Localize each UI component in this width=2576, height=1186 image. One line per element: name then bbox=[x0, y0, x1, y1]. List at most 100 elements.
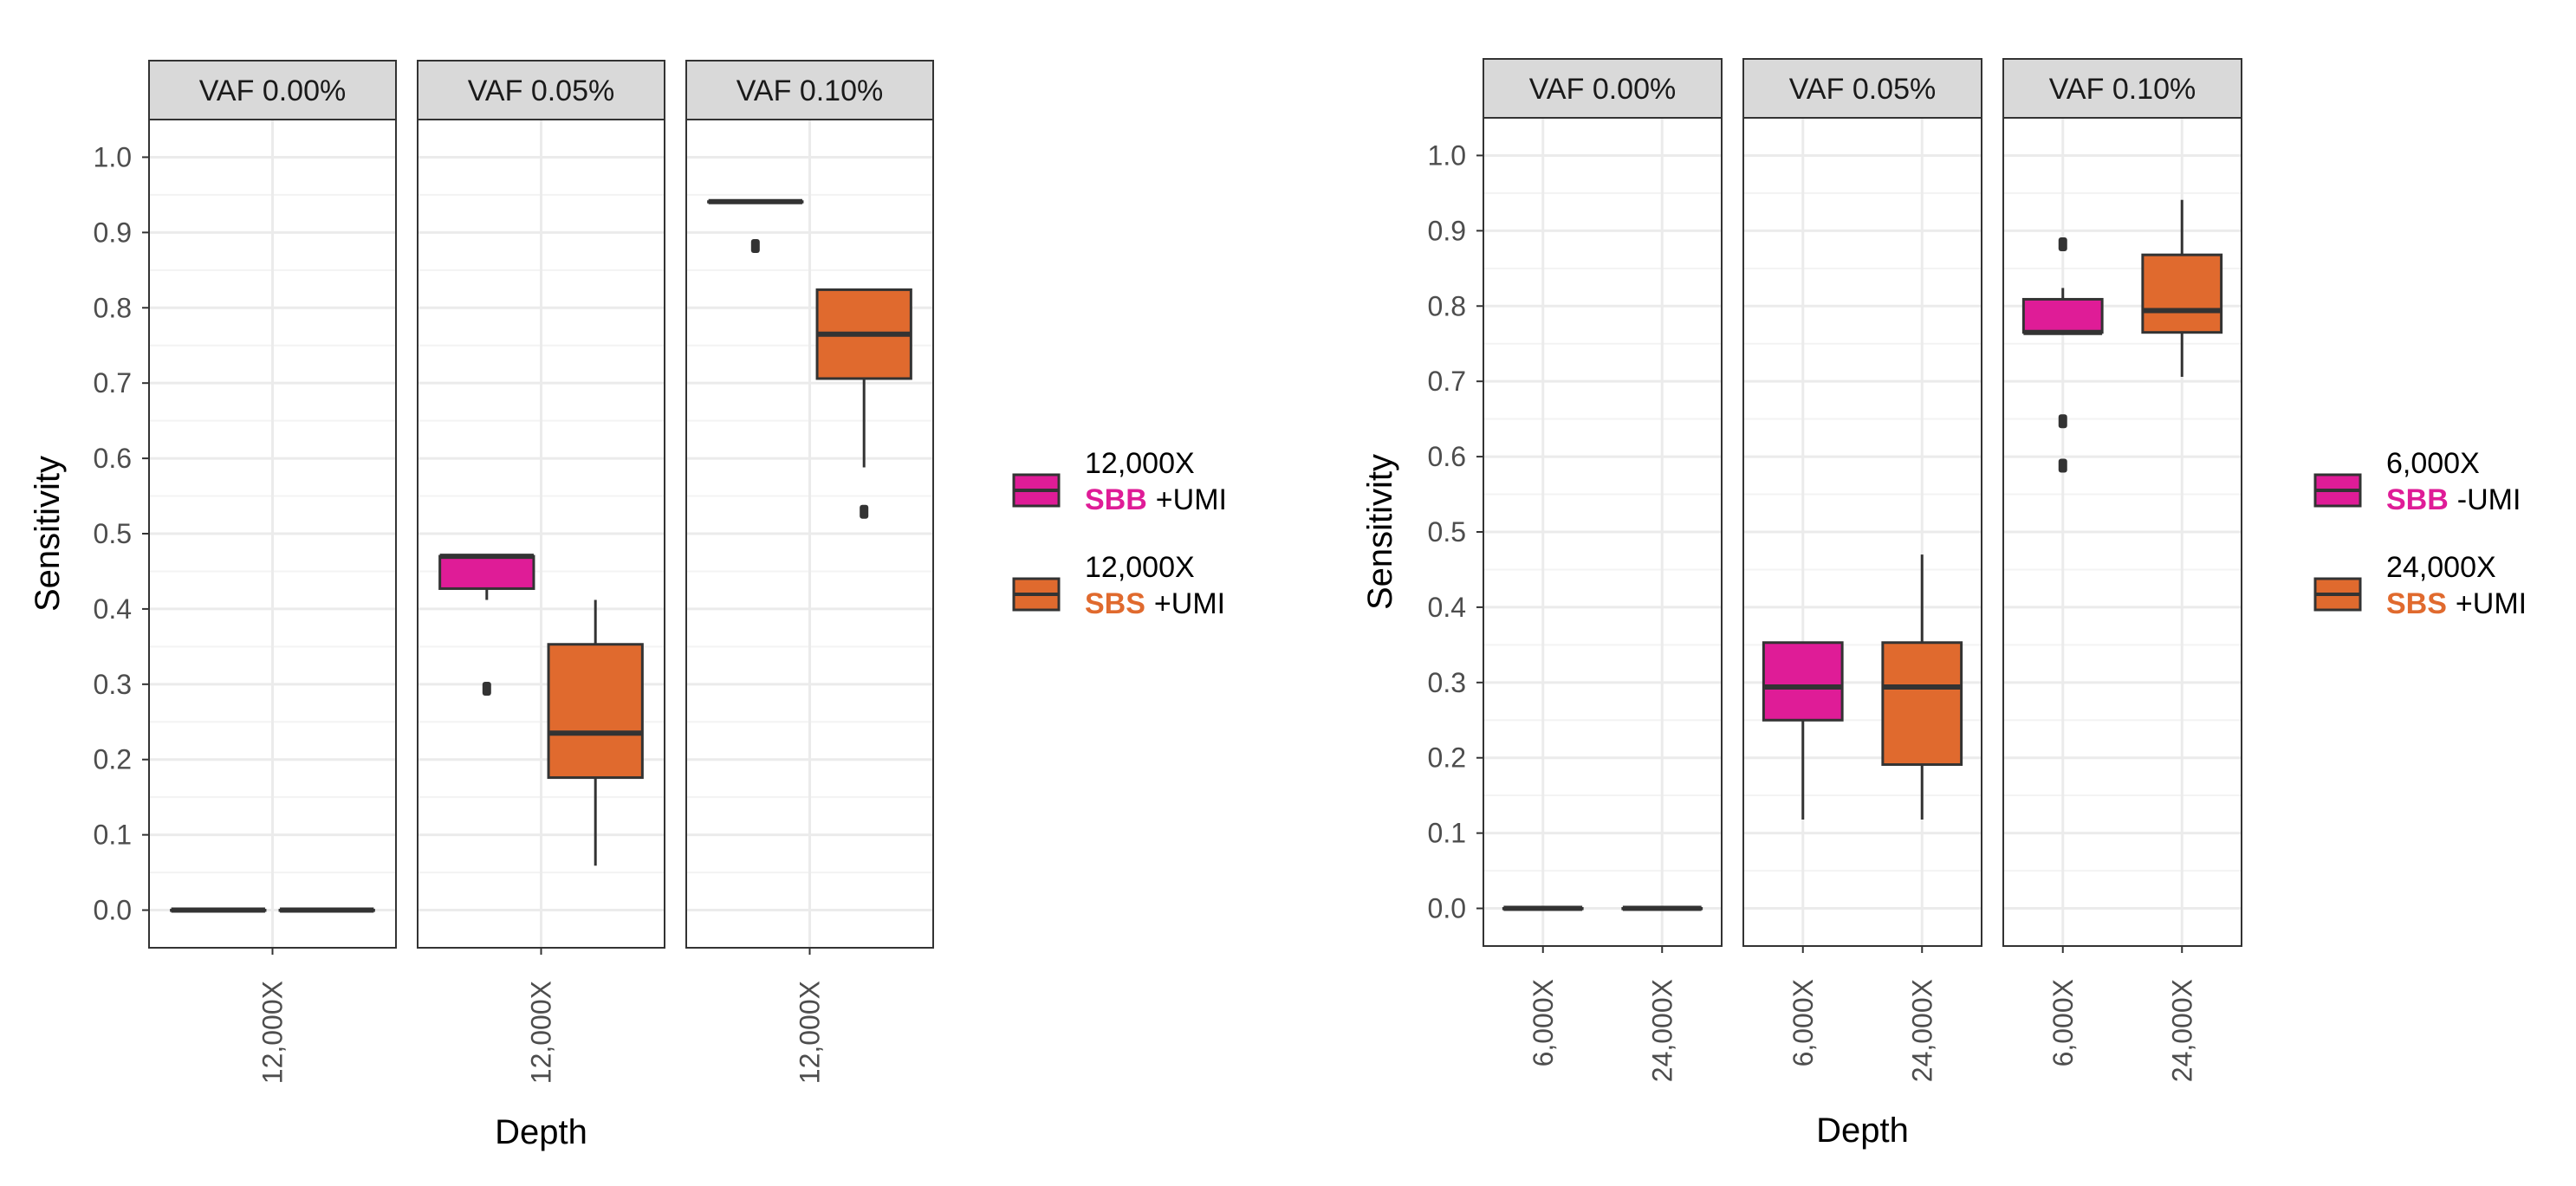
box-SBS bbox=[815, 288, 912, 519]
y-tick-label: 0.0 bbox=[1428, 893, 1466, 924]
x-tick-label: 12,000X bbox=[526, 981, 557, 1084]
y-tick-label: 1.0 bbox=[1428, 139, 1466, 171]
facet-strip-label: VAF 0.00% bbox=[1529, 73, 1676, 106]
legend-method: SBB bbox=[1085, 483, 1147, 516]
facet-panel: VAF 0.00% 6,000X 24,000X bbox=[1483, 58, 1723, 1082]
y-tick-label: 0.2 bbox=[1428, 742, 1466, 774]
facet-strip-label: VAF 0.10% bbox=[736, 75, 883, 107]
facet-strip-label: VAF 0.05% bbox=[1789, 73, 1936, 106]
box-iqr bbox=[2021, 297, 2104, 334]
legend-method-line: SBB +UMI bbox=[1085, 483, 1227, 516]
facet-strip bbox=[1742, 58, 1982, 119]
x-tick-label: 6,000X bbox=[1788, 979, 1819, 1066]
box-iqr bbox=[1881, 641, 1963, 767]
outlier-point bbox=[2058, 414, 2067, 429]
y-tick-label: 0.0 bbox=[94, 895, 132, 926]
y-tick-label: 0.2 bbox=[94, 744, 132, 775]
y-tick-label: 1.0 bbox=[94, 141, 132, 172]
y-tick-label: 0.8 bbox=[94, 292, 132, 323]
legend-umi: -UMI bbox=[2457, 483, 2521, 516]
y-tick-label: 0.9 bbox=[1428, 215, 1466, 246]
x-axis-title: Depth bbox=[1816, 1111, 1909, 1150]
outlier-point bbox=[2058, 458, 2067, 473]
legend-depth: 24,000X bbox=[2386, 551, 2496, 584]
box-SBB bbox=[438, 554, 535, 697]
x-tick-label: 6,000X bbox=[2047, 979, 2079, 1066]
outlier-point bbox=[750, 239, 760, 254]
x-tick-label: 12,000X bbox=[257, 981, 289, 1084]
facet-strip bbox=[685, 60, 934, 120]
facet-panel: VAF 0.05% 12,000X bbox=[417, 60, 665, 1084]
box-iqr bbox=[2141, 253, 2223, 334]
x-axis-title: Depth bbox=[495, 1113, 587, 1151]
y-tick-label: 0.7 bbox=[1428, 366, 1466, 397]
x-tick-label: 24,000X bbox=[1646, 979, 1677, 1082]
facet-panel: VAF 0.00% 12,000X bbox=[148, 60, 397, 1084]
facet-panel: VAF 0.05% 6,000X 24,000X bbox=[1742, 58, 1982, 1082]
facet-panel: VAF 0.10% 6,000X 24,000X bbox=[2002, 58, 2242, 1082]
outlier-point bbox=[482, 682, 491, 697]
legend-umi: +UMI bbox=[2456, 587, 2527, 620]
panel-border bbox=[1483, 117, 1723, 947]
legend-depth: 6,000X bbox=[2386, 447, 2480, 480]
legend-method-line: SBS +UMI bbox=[1085, 587, 1225, 620]
y-tick-label: 0.8 bbox=[1428, 290, 1466, 321]
outlier-point bbox=[860, 504, 869, 519]
legend-method-line: SBS +UMI bbox=[2386, 587, 2527, 620]
box-SBS bbox=[1881, 554, 1963, 820]
x-tick-label: 24,000X bbox=[1906, 979, 1937, 1082]
panel-border bbox=[1742, 117, 1982, 947]
y-tick-label: 0.6 bbox=[94, 443, 132, 474]
chart-1: 0.0 0.1 0.2 0.3 0.4 0.5 0.6 0.7 0.8 0.9 1.0 Sensiti… bbox=[29, 60, 1227, 1151]
legend-umi: +UMI bbox=[1156, 483, 1227, 516]
box-iqr bbox=[1762, 641, 1844, 722]
y-tick-label: 0.5 bbox=[94, 518, 132, 549]
facet-panel: VAF 0.10% 12,000X bbox=[685, 60, 934, 1084]
y-tick-label: 0.9 bbox=[94, 217, 132, 248]
facet-strip bbox=[148, 60, 397, 120]
panel-border bbox=[2002, 117, 2242, 947]
x-tick-label: 24,000X bbox=[2166, 979, 2197, 1082]
y-tick-label: 0.4 bbox=[1428, 592, 1466, 623]
y-tick-label: 0.5 bbox=[1428, 516, 1466, 548]
facet-strip-label: VAF 0.10% bbox=[2049, 73, 2196, 106]
outlier-point bbox=[2058, 237, 2067, 252]
box-SBS bbox=[1621, 905, 1703, 911]
y-tick-label: 0.1 bbox=[94, 820, 132, 851]
box-SBS bbox=[547, 599, 644, 866]
legend-method: SBS bbox=[1085, 587, 1145, 620]
y-tick-label: 0.3 bbox=[1428, 667, 1466, 698]
x-tick-label: 12,000X bbox=[795, 981, 826, 1084]
legend-depth: 12,000X bbox=[1085, 551, 1195, 584]
facet-strip bbox=[417, 60, 665, 120]
y-axis-title: Sensitivity bbox=[1361, 454, 1399, 610]
chart-2: 0.0 0.1 0.2 0.3 0.4 0.5 0.6 0.7 0.8 0.9 1.0 Sensiti… bbox=[1361, 58, 2527, 1150]
legend-method-line: SBB -UMI bbox=[2386, 483, 2521, 516]
y-tick-label: 0.4 bbox=[94, 593, 132, 625]
y-tick-label: 0.7 bbox=[94, 367, 132, 399]
x-tick-label: 6,000X bbox=[1528, 979, 1559, 1066]
facet-strip-label: VAF 0.00% bbox=[199, 75, 346, 107]
box-SBB bbox=[1502, 905, 1584, 911]
box-SBB bbox=[1762, 641, 1844, 820]
facet-strip bbox=[2002, 58, 2242, 119]
y-tick-label: 0.1 bbox=[1428, 818, 1466, 849]
legend-depth: 12,000X bbox=[1085, 447, 1195, 480]
box-iqr bbox=[438, 554, 535, 590]
box-SBB bbox=[707, 198, 804, 254]
box-iqr bbox=[547, 643, 644, 780]
y-tick-label: 0.3 bbox=[94, 669, 132, 700]
legend-umi: +UMI bbox=[1154, 587, 1225, 620]
facet-strip-label: VAF 0.05% bbox=[468, 75, 614, 107]
legend-method: SBS bbox=[2386, 587, 2447, 620]
y-axis-title: Sensitivity bbox=[29, 456, 67, 612]
box-SBB bbox=[2021, 237, 2104, 473]
y-tick-label: 0.6 bbox=[1428, 441, 1466, 472]
legend-method: SBB bbox=[2386, 483, 2449, 516]
